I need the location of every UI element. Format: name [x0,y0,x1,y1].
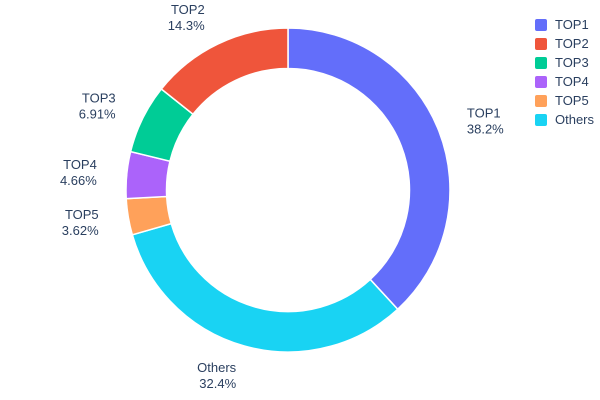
legend-label-others: Others [554,112,594,127]
pie-slice-top2[interactable] [160,27,289,116]
legend-item-top2[interactable]: TOP2 [534,36,594,51]
legend-label-top4: TOP4 [554,74,589,89]
pie-slice-top1[interactable] [287,27,451,311]
slice-label-others: Others 32.4% [197,360,237,391]
legend-swatch-top3 [534,56,547,69]
pie-slice-others[interactable] [131,222,399,353]
legend-swatch-top5 [534,94,547,107]
legend-swatch-others [534,113,547,126]
slice-label-top5: TOP5 3.62% [62,207,99,238]
slice-label-top3: TOP3 6.91% [79,90,116,121]
legend: TOP1 TOP2 TOP3 TOP4 TOP5 Others [534,17,594,127]
legend-swatch-top1 [534,18,547,31]
legend-item-top4[interactable]: TOP4 [534,74,594,89]
legend-item-others[interactable]: Others [534,112,594,127]
legend-item-top1[interactable]: TOP1 [534,17,594,32]
slice-label-top2: TOP2 14.3% [168,2,205,33]
legend-item-top3[interactable]: TOP3 [534,55,594,70]
legend-label-top5: TOP5 [554,93,589,108]
slice-label-top1: TOP1 38.2% [467,105,504,136]
donut-slice-labels: TOP1 38.2% Others 32.4% TOP5 3.62% TOP4 4.66% TO… [60,2,504,391]
legend-swatch-top2 [534,37,547,50]
legend-label-top2: TOP2 [554,36,589,51]
slice-label-top4: TOP4 4.66% [60,157,97,188]
legend-item-top5[interactable]: TOP5 [534,93,594,108]
donut-slices [125,27,451,353]
legend-label-top1: TOP1 [554,17,589,32]
legend-label-top3: TOP3 [554,55,589,70]
legend-swatch-top4 [534,75,547,88]
